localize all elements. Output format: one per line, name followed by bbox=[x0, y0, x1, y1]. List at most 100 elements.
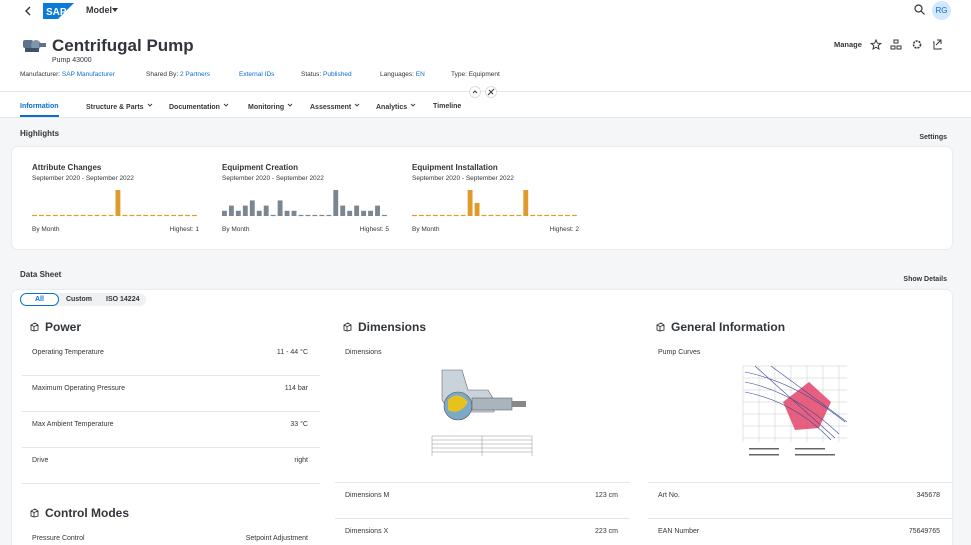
field-label: Drive bbox=[32, 457, 49, 464]
meta-label: Shared By: bbox=[146, 71, 179, 78]
product-menu-icon[interactable] bbox=[112, 8, 118, 13]
favorite-icon[interactable] bbox=[869, 38, 883, 51]
tab[interactable]: Analytics bbox=[376, 103, 416, 111]
filter-button[interactable]: Custom bbox=[65, 296, 93, 303]
manage-button[interactable]: Manage bbox=[834, 40, 862, 49]
field-label: Operating Temperature bbox=[32, 349, 104, 356]
filter-button[interactable]: ISO 14224 bbox=[106, 296, 140, 303]
meta-item: Status: Published bbox=[301, 71, 352, 79]
field-value: 123 cm bbox=[595, 492, 618, 499]
field-value: 33 °C bbox=[290, 421, 308, 428]
field-label: Dimensions bbox=[345, 349, 382, 356]
avatar[interactable]: RG bbox=[932, 1, 951, 20]
field-value: Setpoint Adjustment bbox=[245, 535, 308, 542]
row-divider bbox=[22, 375, 320, 376]
micro-chart-footer: By Month bbox=[222, 226, 250, 233]
micro-chart-bar bbox=[347, 210, 353, 216]
meta-item: Manufacturer: SAP Manufacturer bbox=[20, 71, 115, 79]
section-icon bbox=[30, 322, 39, 332]
micro-chart-bar bbox=[291, 210, 297, 216]
micro-chart-bar bbox=[375, 205, 380, 216]
micro-chart-footer: Highest: 2 bbox=[550, 226, 580, 233]
field-label: Dimensions X bbox=[345, 528, 389, 535]
product-title[interactable]: Model bbox=[86, 5, 112, 15]
sap-logo[interactable]: SAP bbox=[43, 3, 74, 19]
meta-value[interactable]: SAP Manufacturer bbox=[61, 71, 115, 78]
object-subtitle: Pump 43000 bbox=[52, 57, 92, 64]
micro-chart-title: Attribute Changes bbox=[32, 163, 102, 172]
micro-chart-bar bbox=[523, 190, 529, 216]
meta-label: Type: bbox=[451, 71, 467, 78]
highlights-card bbox=[12, 147, 952, 249]
settings-icon[interactable] bbox=[912, 40, 922, 49]
micro-chart-bar bbox=[474, 203, 480, 216]
header-actions bbox=[869, 38, 942, 51]
hierarchy-icon[interactable] bbox=[890, 39, 902, 50]
meta-item: Type: Equipment bbox=[451, 71, 500, 79]
micro-chart-bar bbox=[467, 190, 473, 216]
meta-label: Status: bbox=[301, 71, 322, 78]
settings-button[interactable]: Settings bbox=[919, 134, 947, 141]
micro-chart-bar bbox=[284, 210, 290, 216]
micro-chart-title: Equipment Creation bbox=[222, 163, 298, 172]
tab[interactable]: Assessment bbox=[310, 103, 360, 111]
micro-chart-bar bbox=[115, 190, 121, 216]
field-value: 75649765 bbox=[908, 528, 940, 535]
object-icon bbox=[23, 40, 46, 52]
field-label: Pump Curves bbox=[658, 349, 701, 356]
collapse-button[interactable] bbox=[469, 86, 481, 98]
row-divider bbox=[335, 518, 630, 519]
row-divider bbox=[22, 411, 320, 412]
section-title: Dimensions bbox=[358, 320, 427, 334]
section-title: General Information bbox=[671, 320, 786, 334]
meta-value: Equipment bbox=[468, 71, 500, 78]
micro-chart-bar bbox=[222, 210, 227, 216]
micro-chart-footer: By Month bbox=[32, 226, 60, 233]
tab[interactable]: Monitoring bbox=[248, 103, 293, 111]
meta-value[interactable]: External IDs bbox=[239, 71, 275, 78]
meta-value[interactable]: EN bbox=[415, 71, 425, 78]
back-button[interactable] bbox=[24, 6, 32, 16]
tab-menu-icon bbox=[354, 103, 360, 107]
show-details-button[interactable]: Show Details bbox=[903, 276, 947, 283]
object-title: Centrifugal Pump bbox=[52, 36, 194, 55]
search-icon[interactable] bbox=[914, 4, 925, 15]
tab-divider bbox=[0, 117, 971, 118]
micro-chart-bar bbox=[277, 200, 283, 216]
field-label: Dimensions M bbox=[345, 492, 390, 499]
section-title: Control Modes bbox=[45, 506, 129, 520]
meta-value[interactable]: 2 Partners bbox=[179, 71, 210, 78]
tab[interactable]: Structure & Parts bbox=[86, 103, 153, 111]
micro-chart-bar bbox=[235, 210, 241, 216]
field-value: 345678 bbox=[916, 492, 940, 499]
micro-charts: Attribute Changes September 2020 - Septem… bbox=[32, 163, 580, 233]
section-title: Data Sheet bbox=[20, 270, 62, 279]
meta-item: Shared By: 2 Partners bbox=[146, 71, 210, 79]
pump-curves-chart bbox=[735, 362, 853, 462]
row-divider bbox=[648, 518, 952, 519]
tab[interactable]: Timeline bbox=[433, 103, 462, 110]
micro-chart-period: September 2020 - September 2022 bbox=[412, 175, 514, 182]
meta-value[interactable]: Published bbox=[323, 71, 352, 78]
micro-chart-bar bbox=[361, 210, 367, 216]
section-icon bbox=[343, 322, 352, 332]
field-value: 223 cm bbox=[595, 528, 618, 535]
field-label: EAN Number bbox=[658, 528, 700, 535]
field-label: Max Ambient Temperature bbox=[32, 421, 114, 428]
micro-chart-period: September 2020 - September 2022 bbox=[222, 175, 324, 182]
share-icon[interactable] bbox=[933, 39, 942, 50]
tab[interactable]: Documentation bbox=[169, 103, 229, 111]
tab-indicator bbox=[20, 115, 59, 117]
micro-chart-bar bbox=[333, 190, 339, 216]
micro-chart-bar bbox=[340, 205, 346, 216]
meta-label: Languages: bbox=[380, 71, 414, 78]
filter-button[interactable]: All bbox=[20, 293, 59, 306]
micro-chart-bar bbox=[354, 205, 360, 216]
logo-text: SAP bbox=[46, 7, 67, 18]
tab[interactable]: Information bbox=[20, 103, 59, 110]
field-value: right bbox=[294, 457, 308, 464]
field-label: Art No. bbox=[658, 492, 680, 499]
field-label: Pressure Control bbox=[32, 535, 85, 542]
micro-chart-bar bbox=[242, 205, 248, 216]
